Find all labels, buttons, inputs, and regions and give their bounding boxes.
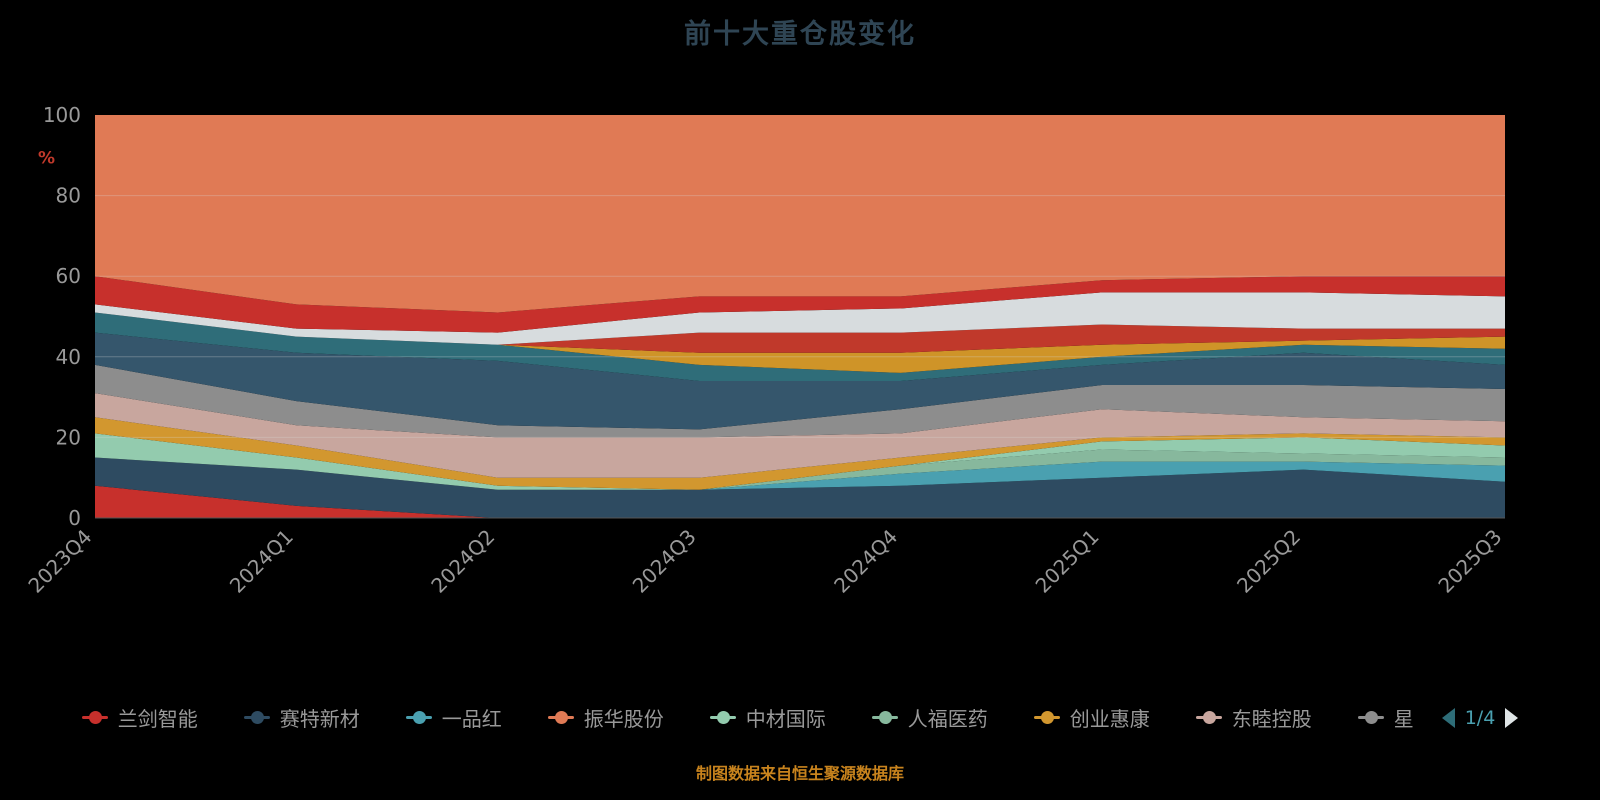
y-tick-label-60: 60 <box>56 264 81 288</box>
area-series-东睦控股[interactable] <box>95 393 1505 478</box>
y-tick-label-100: 100 <box>43 103 81 127</box>
x-tick-label-2024Q4: 2024Q4 <box>829 525 902 598</box>
area-series-兰剑智能[interactable] <box>95 485 1505 518</box>
x-tick-label-2024Q3: 2024Q3 <box>628 525 701 598</box>
area-series-振华股份[interactable] <box>95 115 1505 313</box>
legend-item-振华股份[interactable]: 振华股份 <box>547 703 664 732</box>
legend-label: 一品红 <box>441 707 502 731</box>
legend-items: 兰剑智能 赛特新材 一品红 振华股份 中材国际 人福医药 创业惠康 东睦控股 星 <box>81 703 1414 732</box>
legend-item-一品红[interactable]: 一品红 <box>405 703 502 732</box>
legend-label: 创业惠康 <box>1069 707 1150 731</box>
x-tick-label-2023Q4: 2023Q4 <box>23 525 96 598</box>
legend-item-兰剑智能[interactable]: 兰剑智能 <box>81 703 198 732</box>
area-series-band-13[interactable] <box>95 276 1505 333</box>
legend-pager: 1/4 <box>1441 706 1519 729</box>
legend-series-marker-icon <box>871 711 898 724</box>
legend-series-marker-icon <box>1195 711 1222 724</box>
y-tick-label-0: 0 <box>68 506 81 530</box>
area-series-赛特新材[interactable] <box>95 457 1505 518</box>
legend-label: 中材国际 <box>745 707 826 731</box>
data-source-note: 制图数据来自恒生聚源数据库 <box>695 764 904 783</box>
legend-series-marker-icon <box>1033 711 1060 724</box>
legend-series-marker-icon <box>405 711 432 724</box>
area-series-一品红[interactable] <box>95 457 1505 490</box>
legend-item-人福医药[interactable]: 人福医药 <box>871 703 988 732</box>
legend-item-赛特新材[interactable]: 赛特新材 <box>243 703 360 732</box>
area-series-band-9[interactable] <box>95 312 1505 381</box>
area-series-band-10[interactable] <box>95 312 1505 373</box>
legend-series-marker-icon <box>1357 711 1384 724</box>
legend-series-marker-icon <box>547 711 574 724</box>
x-tick-label-2025Q3: 2025Q3 <box>1433 525 1506 598</box>
y-tick-label-20: 20 <box>56 425 81 449</box>
y-tick-label-40: 40 <box>56 345 81 369</box>
legend-label: 赛特新材 <box>279 707 360 731</box>
legend-series-marker-icon <box>243 711 270 724</box>
legend-label: 兰剑智能 <box>117 707 198 731</box>
legend-series-marker-icon <box>81 711 108 724</box>
legend-prev-arrow-icon[interactable] <box>1441 707 1455 728</box>
x-tick-label-2025Q2: 2025Q2 <box>1232 525 1305 598</box>
x-tick-label-2024Q2: 2024Q2 <box>426 525 499 598</box>
area-series-人福医药[interactable] <box>95 449 1505 490</box>
legend-label: 星 <box>1393 707 1414 731</box>
stacked-area-chart: 0 20 40 60 80 100% 2023Q4 2024Q1 2024Q2 2024Q3 202… <box>23 103 1506 598</box>
legend-label: 人福医药 <box>907 707 988 731</box>
page-title: 前十大重仓股变化 <box>684 19 916 50</box>
legend: 兰剑智能 赛特新材 一品红 振华股份 中材国际 人福医药 创业惠康 东睦控股 星 1/4 <box>0 703 1600 732</box>
legend-item-创业惠康[interactable]: 创业惠康 <box>1033 703 1150 732</box>
y-tick-label-80: 80 <box>56 184 81 208</box>
area-series-中材国际[interactable] <box>95 433 1505 490</box>
area-series-星[interactable] <box>95 364 1505 438</box>
legend-label: 东睦控股 <box>1231 707 1312 731</box>
x-tick-label-2025Q1: 2025Q1 <box>1031 525 1104 598</box>
legend-next-arrow-icon[interactable] <box>1505 707 1519 728</box>
legend-page-label: 1/4 <box>1464 706 1496 729</box>
legend-label: 振华股份 <box>583 707 664 731</box>
y-axis-unit-label: % <box>38 148 55 168</box>
x-tick-label-2024Q1: 2024Q1 <box>225 525 298 598</box>
legend-item-东睦控股[interactable]: 东睦控股 <box>1195 703 1312 732</box>
area-series-band-12[interactable] <box>95 292 1505 345</box>
legend-item-星[interactable]: 星 <box>1357 703 1414 732</box>
legend-item-中材国际[interactable]: 中材国际 <box>709 703 826 732</box>
area-series-创业惠康[interactable] <box>95 417 1505 490</box>
area-series-band-8[interactable] <box>95 332 1505 430</box>
legend-series-marker-icon <box>709 711 736 724</box>
